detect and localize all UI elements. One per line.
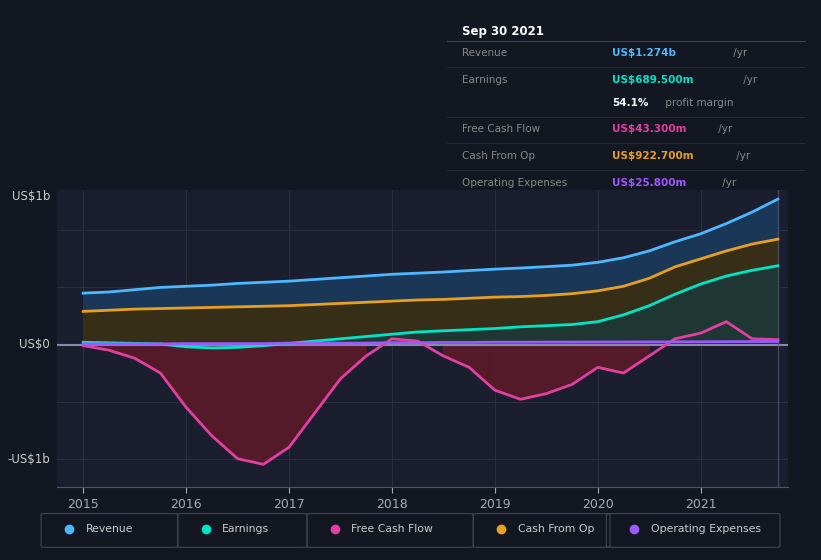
Text: Earnings: Earnings	[222, 524, 269, 534]
Text: US$25.800m: US$25.800m	[612, 178, 686, 188]
Text: US$922.700m: US$922.700m	[612, 151, 694, 161]
Text: /yr: /yr	[719, 178, 736, 188]
Text: Operating Expenses: Operating Expenses	[461, 178, 567, 188]
Text: US$689.500m: US$689.500m	[612, 75, 693, 85]
Text: US$1.274b: US$1.274b	[612, 48, 676, 58]
Text: /yr: /yr	[730, 48, 747, 58]
Text: 54.1%: 54.1%	[612, 98, 648, 108]
Text: US$1b: US$1b	[11, 190, 50, 203]
Text: /yr: /yr	[741, 75, 758, 85]
Text: Free Cash Flow: Free Cash Flow	[461, 124, 540, 134]
Text: /yr: /yr	[733, 151, 750, 161]
Text: Revenue: Revenue	[461, 48, 507, 58]
Text: US$0: US$0	[20, 338, 50, 351]
Text: profit margin: profit margin	[662, 98, 733, 108]
Text: US$43.300m: US$43.300m	[612, 124, 686, 134]
Text: Sep 30 2021: Sep 30 2021	[461, 25, 544, 39]
Text: Operating Expenses: Operating Expenses	[651, 524, 760, 534]
Text: -US$1b: -US$1b	[7, 454, 50, 466]
Text: /yr: /yr	[715, 124, 732, 134]
Text: Free Cash Flow: Free Cash Flow	[351, 524, 433, 534]
Text: Earnings: Earnings	[461, 75, 507, 85]
Text: Cash From Op: Cash From Op	[518, 524, 594, 534]
Text: Revenue: Revenue	[85, 524, 133, 534]
Text: Cash From Op: Cash From Op	[461, 151, 534, 161]
